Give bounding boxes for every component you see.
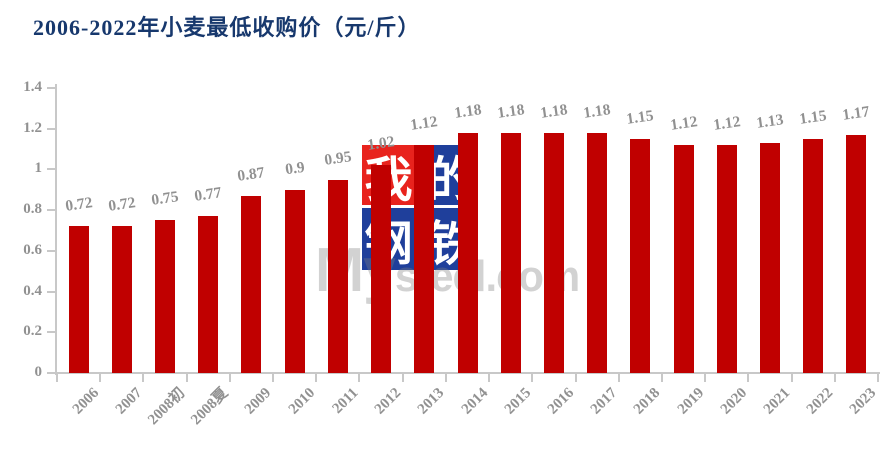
y-axis-label: 0 [34, 364, 43, 380]
y-axis-tick [47, 249, 55, 252]
x-axis-category-label: 2015 [501, 385, 535, 418]
x-axis-category-label: 2017 [587, 385, 621, 418]
x-axis-category-label: 2009 [242, 385, 275, 418]
y-axis-tick [47, 127, 55, 130]
x-axis-category-label: 2018 [631, 385, 664, 418]
bar [371, 165, 392, 373]
x-axis-tick [444, 374, 447, 382]
x-axis-tick [142, 374, 145, 382]
x-axis-tick [488, 374, 491, 382]
bar [457, 132, 478, 373]
x-axis-category-label: 2020 [717, 385, 751, 418]
bar [284, 189, 305, 373]
x-axis-tick [272, 374, 275, 382]
bar [198, 216, 219, 373]
bar [630, 138, 651, 373]
x-axis-tick [358, 374, 361, 382]
x-axis-category-label: 2006 [69, 385, 102, 418]
x-axis-category-label: 2019 [674, 385, 707, 418]
x-axis-category-label: 2010 [285, 385, 318, 418]
x-axis-tick [833, 374, 836, 382]
y-axis-line [55, 84, 57, 375]
x-axis-tick [531, 374, 534, 382]
x-axis-tick [704, 374, 707, 382]
x-axis-tick [228, 374, 231, 382]
y-axis-label: 1 [34, 160, 43, 177]
y-axis-tick [47, 168, 55, 171]
chart-title: 2006-2022年小麦最低收购价（元/斤） [33, 15, 421, 40]
x-axis-category-label: 2016 [544, 385, 578, 418]
x-axis-category-label: 2008夏 [188, 385, 232, 429]
x-axis-tick [574, 374, 577, 382]
y-axis-tick [47, 331, 55, 334]
y-axis-label: 0.8 [23, 201, 42, 218]
x-axis-tick [99, 374, 102, 382]
x-axis-category-label: 2007 [112, 385, 146, 418]
x-axis-category-label: 2011 [329, 385, 362, 417]
bar [673, 145, 694, 373]
y-axis-tick [47, 372, 55, 374]
x-axis-tick [185, 374, 188, 382]
x-axis-category-label: 2012 [371, 385, 405, 418]
x-axis-line [55, 372, 880, 374]
x-axis-tick [790, 374, 793, 382]
x-axis-category-label: 2022 [803, 385, 837, 418]
y-axis-tick [47, 209, 55, 212]
bar [500, 132, 521, 373]
bar [68, 226, 89, 373]
x-axis-tick [660, 374, 663, 382]
y-axis-label: 1.4 [23, 79, 42, 95]
bar [111, 226, 132, 373]
bar [759, 142, 780, 373]
y-axis-tick [47, 290, 55, 293]
x-axis-category-label: 2021 [760, 385, 794, 418]
y-axis-label: 1.2 [23, 119, 42, 136]
mysteel-watermark-text: Mysteel.com [315, 240, 580, 302]
x-axis-category-label: 2008初 [145, 385, 189, 429]
bar [155, 220, 176, 373]
y-axis-label: 0.4 [23, 282, 42, 299]
x-axis-tick [617, 374, 620, 382]
x-axis-tick [747, 374, 750, 382]
bar [716, 145, 737, 373]
bar [587, 132, 608, 373]
bar [327, 179, 348, 373]
x-axis-tick [877, 374, 879, 382]
y-axis-label: 0.6 [23, 241, 42, 258]
x-axis-tick [56, 374, 58, 382]
x-axis-tick [315, 374, 318, 382]
bar [543, 132, 564, 373]
bar [803, 138, 824, 373]
x-axis-category-label: 2023 [847, 385, 880, 418]
x-axis-category-label: 2013 [415, 385, 448, 418]
y-axis-tick [47, 87, 55, 89]
bar [846, 134, 867, 373]
x-axis-category-label: 2014 [458, 385, 491, 418]
y-axis-label: 0.2 [23, 323, 42, 340]
bar [241, 195, 262, 373]
bar [414, 145, 435, 373]
x-axis-tick [401, 374, 404, 382]
